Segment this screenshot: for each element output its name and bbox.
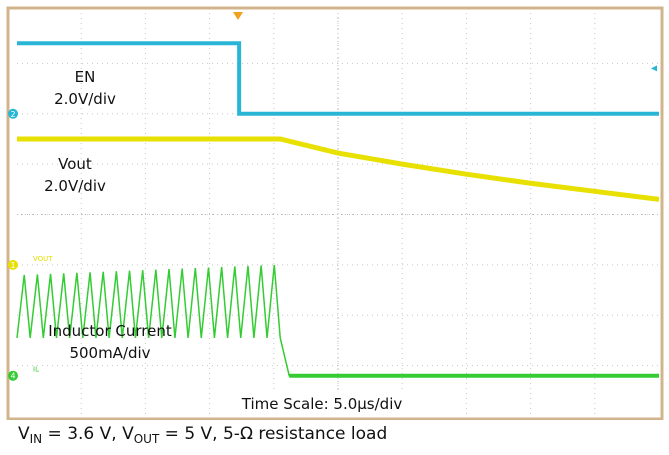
- caption-tail: = 5 V, 5-Ω resistance load: [159, 424, 388, 444]
- channel-number-4: 4: [10, 372, 15, 381]
- figure-caption: VIN = 3.6 V, VOUT = 5 V, 5-Ω resistance …: [18, 424, 387, 446]
- inductor-current-name: Inductor Current: [48, 322, 172, 340]
- trigger-position-marker: [233, 12, 243, 20]
- time-scale-label: Time Scale: 5.0µs/div: [222, 393, 422, 415]
- channel-tag-1: VOUT: [33, 255, 53, 263]
- channel-number-1: 1: [10, 261, 15, 270]
- vout-scale: 2.0V/div: [44, 177, 106, 195]
- channel-number-2: 2: [10, 110, 15, 119]
- vout-trace: [17, 136, 660, 202]
- scope-traces: [16, 41, 660, 378]
- vout-name: Vout: [58, 155, 92, 173]
- inductor-current-trace: [16, 264, 659, 377]
- channel-tag-4: IL: [33, 366, 39, 374]
- en-scale: 2.0V/div: [54, 90, 116, 108]
- inductor-current-trace-label: Inductor Current 500mA/div: [20, 320, 200, 364]
- caption-vin-subscript: IN: [29, 432, 43, 446]
- caption-v: V: [18, 424, 30, 444]
- en-trace: [17, 41, 659, 116]
- channel-marker-2: [8, 108, 18, 119]
- caption-mid: = 3.6 V, V: [42, 424, 134, 444]
- en-trace-label: EN 2.0V/div: [40, 66, 130, 110]
- trigger-level-marker: [651, 65, 657, 72]
- scope-frame: [6, 6, 664, 420]
- vout-trace-label: Vout 2.0V/div: [20, 153, 130, 197]
- oscilloscope-screen: 2 1 VOUT 4 IL: [6, 6, 664, 420]
- en-name: EN: [74, 68, 96, 86]
- inductor-current-scale: 500mA/div: [69, 344, 151, 362]
- channel-marker-1: [8, 259, 18, 270]
- caption-vout-subscript: OUT: [133, 432, 160, 446]
- channel-marker-4: [8, 370, 18, 381]
- channel-markers: 2 1 VOUT 4 IL: [8, 65, 657, 381]
